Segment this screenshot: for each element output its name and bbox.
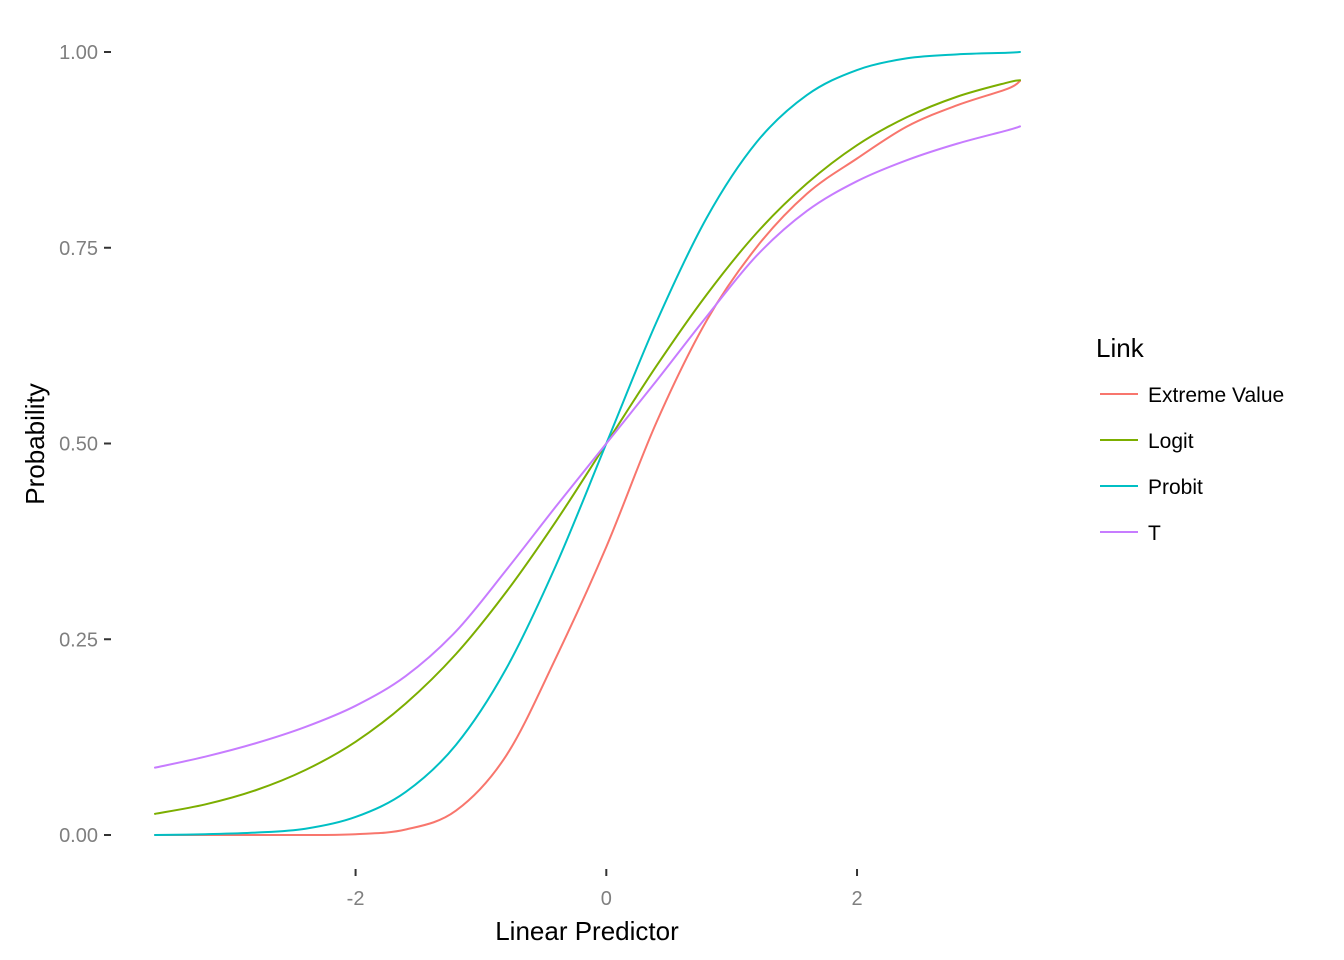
y-tick-label: 0.50 bbox=[59, 434, 98, 456]
legend-item-extreme-value: Extreme Value bbox=[1100, 384, 1284, 407]
x-tick-label: 2 bbox=[851, 888, 862, 910]
legend-label: Logit bbox=[1148, 430, 1194, 453]
y-axis-title: Probability bbox=[20, 383, 50, 504]
x-tick-label: -2 bbox=[347, 888, 365, 910]
axes-layer: 0.00 0.25 0.50 0.75 1.00 -2 0 2 bbox=[59, 42, 863, 910]
legend-title: Link bbox=[1096, 333, 1145, 363]
legend-item-logit: Logit bbox=[1100, 430, 1194, 453]
y-tick-label: 0.00 bbox=[59, 825, 98, 847]
series-line-probit bbox=[154, 51, 1021, 836]
x-axis-title: Linear Predictor bbox=[495, 916, 679, 946]
series-layer bbox=[154, 51, 1021, 837]
series-line-logit bbox=[154, 79, 1021, 815]
legend-items: Extreme Value Logit Probit T bbox=[1100, 384, 1284, 545]
legend-label: Probit bbox=[1148, 476, 1203, 499]
legend-item-probit: Probit bbox=[1100, 476, 1203, 499]
series-line-t bbox=[154, 125, 1021, 769]
y-tick-label: 0.75 bbox=[59, 238, 98, 260]
series-line-extreme-value bbox=[154, 79, 1021, 837]
y-tick-label: 1.00 bbox=[59, 42, 98, 64]
legend-label: Extreme Value bbox=[1148, 384, 1284, 407]
y-tick-label: 0.25 bbox=[59, 629, 98, 651]
legend: Link Extreme Value Logit Probit T bbox=[1096, 333, 1284, 545]
x-tick-label: 0 bbox=[601, 888, 612, 910]
legend-label: T bbox=[1148, 522, 1161, 545]
legend-item-t: T bbox=[1100, 522, 1161, 545]
